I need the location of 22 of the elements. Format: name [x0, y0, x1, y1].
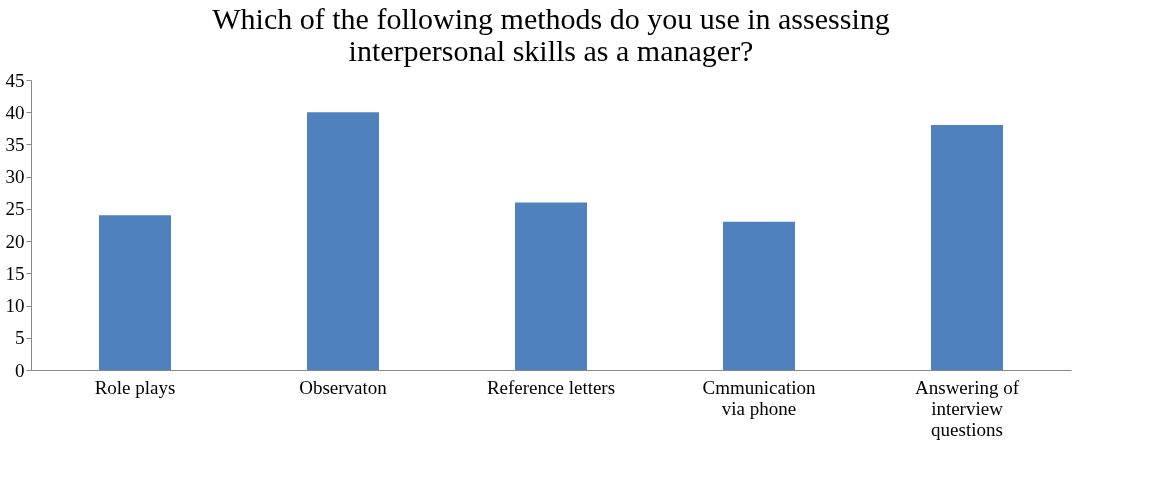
y-tick-label: 15 [5, 262, 25, 284]
bar [307, 112, 379, 370]
y-tick-label: 5 [15, 327, 25, 349]
y-tick-label: 0 [15, 359, 25, 381]
y-tick-label: 30 [5, 166, 25, 188]
x-tick-label: Reference letters [486, 376, 616, 398]
bar [931, 125, 1003, 370]
y-tick-label: 20 [5, 230, 25, 252]
y-tick-label: 35 [5, 133, 25, 155]
bar [515, 202, 587, 370]
y-tick-label: 10 [5, 295, 25, 317]
x-tick-label: Role plays [94, 376, 176, 398]
y-tick-label: 40 [5, 101, 25, 123]
text: interpersonal skills as a manager? [348, 34, 754, 67]
text: Which of the following methods do you use in assessing [212, 2, 890, 35]
x-tick-label: Cmmunication via phone [702, 376, 816, 419]
x-tick-label: Answering of interview questions [915, 376, 1020, 440]
x-tick-label: Observaton [299, 376, 388, 398]
bar [723, 221, 795, 370]
bar [99, 215, 171, 370]
y-tick-label: 25 [5, 198, 25, 220]
y-tick-label: 45 [5, 69, 25, 91]
